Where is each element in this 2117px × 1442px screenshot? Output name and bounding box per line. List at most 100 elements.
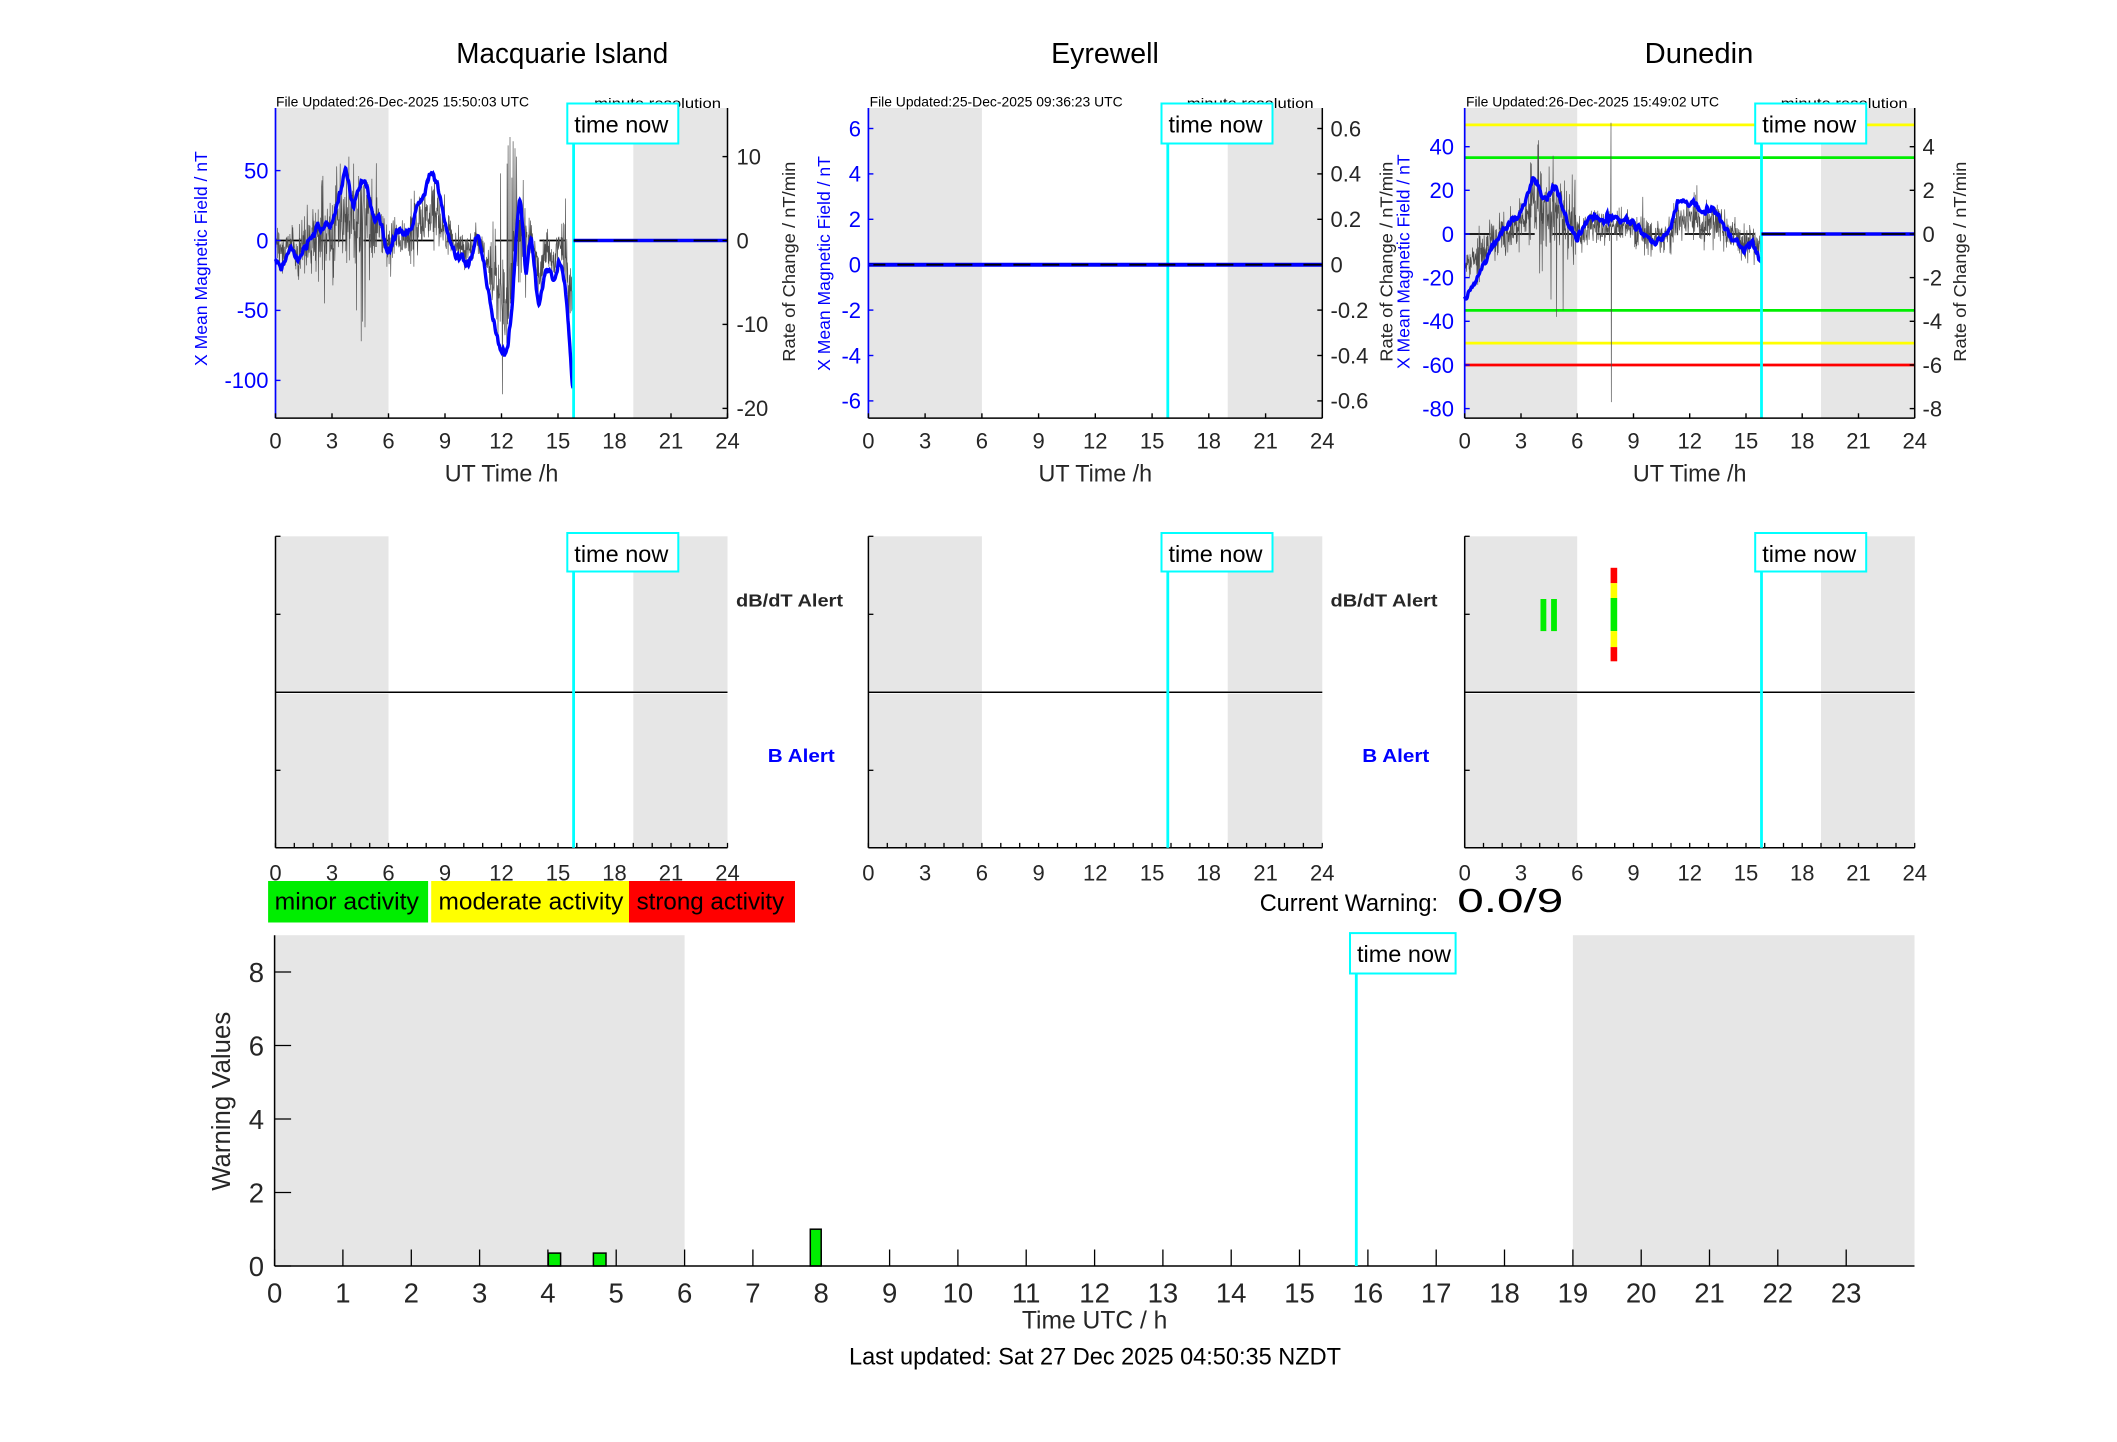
svg-text:Current Warning:: Current Warning: [1260,890,1438,917]
svg-text:Eyrewell: Eyrewell [1051,38,1159,70]
svg-text:-2: -2 [841,298,861,323]
svg-text:24: 24 [1902,429,1926,454]
svg-text:3: 3 [919,860,931,885]
svg-text:-0.2: -0.2 [1331,298,1369,323]
svg-text:15: 15 [1140,860,1164,885]
svg-text:12: 12 [489,429,513,454]
svg-text:10: 10 [737,144,761,169]
svg-text:-4: -4 [1923,309,1943,334]
svg-text:15: 15 [546,429,570,454]
svg-text:22: 22 [1763,1277,1794,1308]
svg-text:5: 5 [609,1277,624,1308]
svg-text:21: 21 [1253,860,1277,885]
svg-text:15: 15 [1284,1277,1315,1308]
svg-text:0.6: 0.6 [1331,116,1362,141]
svg-text:9: 9 [1627,429,1639,454]
svg-text:-8: -8 [1923,396,1943,421]
svg-text:2: 2 [849,207,861,232]
svg-text:0.4: 0.4 [1331,162,1362,187]
svg-text:12: 12 [1079,1277,1110,1308]
svg-text:0: 0 [862,429,874,454]
svg-text:20: 20 [1626,1277,1657,1308]
svg-text:UT Time /h: UT Time /h [1039,461,1153,488]
svg-text:0: 0 [1331,253,1343,278]
svg-text:0.0/9: 0.0/9 [1457,882,1563,919]
svg-text:14: 14 [1216,1277,1247,1308]
svg-text:21: 21 [659,429,683,454]
svg-text:10: 10 [943,1277,974,1308]
svg-text:6: 6 [249,1031,264,1062]
svg-text:X Mean Magnetic Field / nT: X Mean Magnetic Field / nT [191,151,211,366]
svg-text:8: 8 [814,1277,829,1308]
svg-text:24: 24 [1902,860,1926,885]
svg-text:18: 18 [602,429,626,454]
svg-text:minor activity: minor activity [275,889,420,916]
svg-text:12: 12 [1083,860,1107,885]
svg-text:0: 0 [256,228,268,253]
svg-text:UT Time /h: UT Time /h [1633,461,1747,488]
svg-text:File Updated:26-Dec-2025 15:49: File Updated:26-Dec-2025 15:49:02 UTC [1466,93,1719,109]
svg-text:6: 6 [677,1277,692,1308]
svg-text:0: 0 [1442,222,1454,247]
svg-text:3: 3 [472,1277,487,1308]
svg-text:-4: -4 [841,343,861,368]
svg-text:0: 0 [249,1251,264,1282]
svg-text:4: 4 [849,162,861,187]
svg-text:UT Time /h: UT Time /h [445,461,559,488]
svg-text:B Alert: B Alert [768,745,835,766]
svg-text:21: 21 [1846,860,1870,885]
svg-text:6: 6 [849,116,861,141]
svg-text:6: 6 [976,429,988,454]
svg-text:21: 21 [1694,1277,1725,1308]
svg-text:File Updated:25-Dec-2025 09:36: File Updated:25-Dec-2025 09:36:23 UTC [870,93,1123,109]
svg-text:-40: -40 [1422,309,1454,334]
svg-text:0: 0 [267,1277,282,1308]
svg-text:time now: time now [1762,111,1857,137]
svg-text:Time UTC / h: Time UTC / h [1022,1307,1168,1335]
svg-text:-100: -100 [224,368,268,393]
svg-text:0: 0 [862,860,874,885]
svg-text:-10: -10 [737,312,769,337]
svg-text:B Alert: B Alert [1362,745,1429,766]
svg-text:2: 2 [249,1178,264,1209]
svg-text:-20: -20 [1422,265,1454,290]
svg-text:-20: -20 [737,396,769,421]
svg-text:0: 0 [269,860,281,885]
svg-text:dB/dT Alert: dB/dT Alert [1331,591,1438,611]
svg-text:18: 18 [1790,429,1814,454]
svg-text:24: 24 [715,429,739,454]
svg-text:6: 6 [382,429,394,454]
svg-text:0: 0 [1923,222,1935,247]
svg-text:8: 8 [249,957,264,988]
svg-text:-0.4: -0.4 [1331,343,1369,368]
svg-text:0: 0 [1459,429,1471,454]
svg-text:time now: time now [1357,941,1452,967]
svg-text:3: 3 [326,429,338,454]
svg-text:12: 12 [1677,860,1701,885]
svg-text:20: 20 [1430,178,1454,203]
svg-text:File Updated:26-Dec-2025 15:50: File Updated:26-Dec-2025 15:50:03 UTC [276,93,529,109]
svg-text:13: 13 [1148,1277,1179,1308]
svg-text:-2: -2 [1923,265,1943,290]
svg-text:time now: time now [1762,541,1857,567]
svg-text:12: 12 [1083,429,1107,454]
svg-text:15: 15 [1734,429,1758,454]
svg-text:17: 17 [1421,1277,1452,1308]
svg-text:18: 18 [1197,429,1221,454]
svg-text:0.2: 0.2 [1331,207,1362,232]
svg-text:3: 3 [919,429,931,454]
svg-text:X Mean Magnetic Field / nT: X Mean Magnetic Field / nT [1394,154,1414,369]
svg-text:4: 4 [249,1104,264,1135]
svg-text:12: 12 [1677,429,1701,454]
svg-text:6: 6 [976,860,988,885]
svg-text:9: 9 [439,429,451,454]
svg-text:6: 6 [1571,429,1583,454]
svg-text:time now: time now [1169,111,1264,137]
svg-text:0: 0 [269,429,281,454]
svg-text:4: 4 [1923,135,1935,160]
svg-text:23: 23 [1831,1277,1862,1308]
svg-text:2: 2 [404,1277,419,1308]
svg-text:7: 7 [745,1277,760,1308]
svg-text:21: 21 [1846,429,1870,454]
svg-text:-80: -80 [1422,396,1454,421]
